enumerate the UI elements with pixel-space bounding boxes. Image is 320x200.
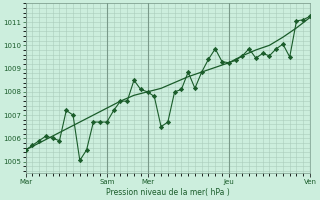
X-axis label: Pression niveau de la mer( hPa ): Pression niveau de la mer( hPa ) xyxy=(106,188,230,197)
